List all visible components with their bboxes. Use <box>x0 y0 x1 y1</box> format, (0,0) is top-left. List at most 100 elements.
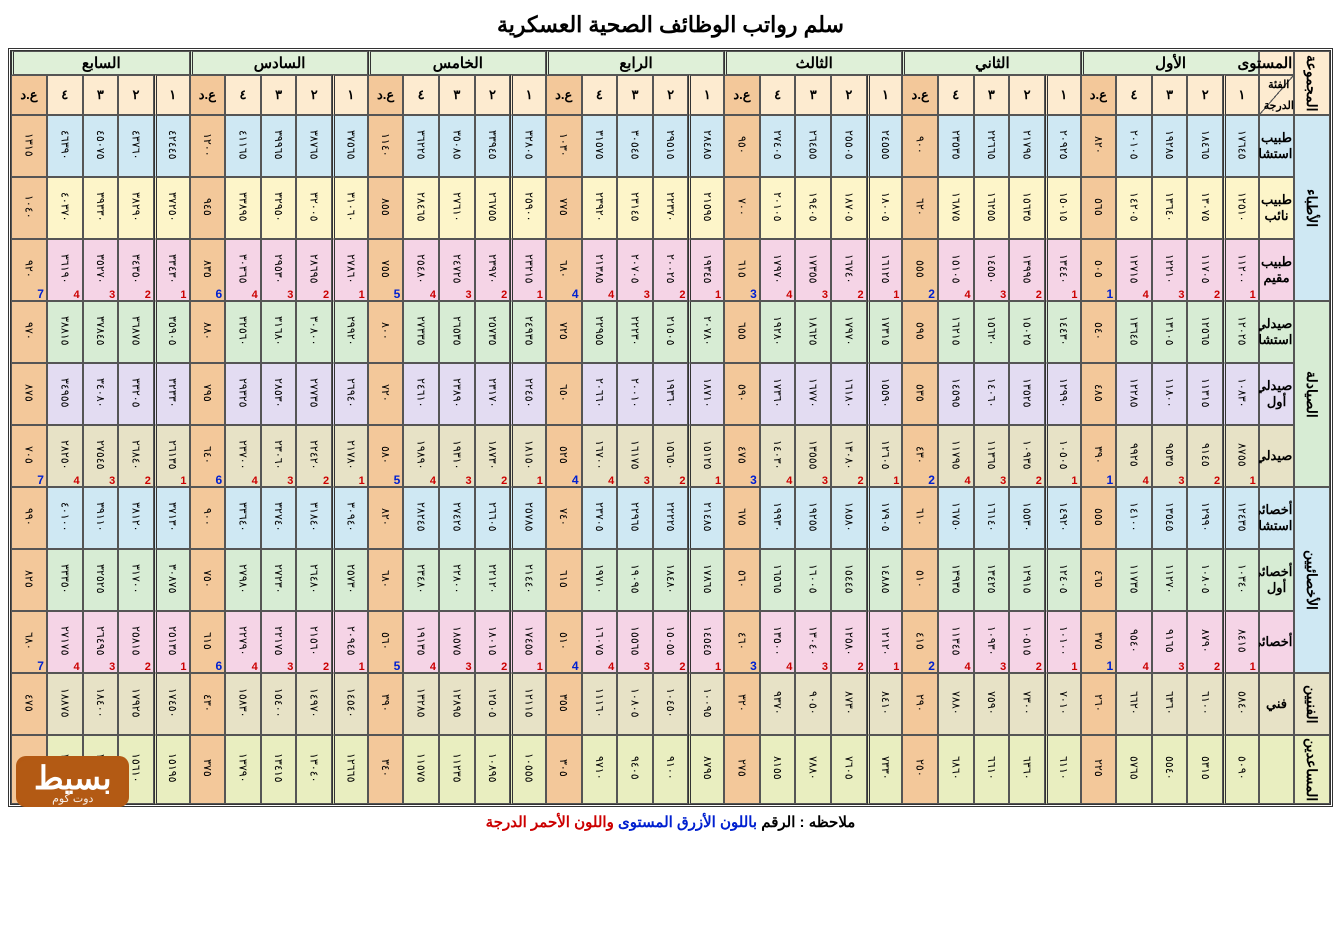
salary-cell: ١٩١٣٥4 <box>403 611 439 673</box>
salary-cell: ٢٧٤٠٥ <box>760 115 796 177</box>
header-level-col: المستوى <box>1259 51 1295 75</box>
salary-cell: ٩٠٠ <box>190 487 226 549</box>
salary-cell: ١٩٠٩٥ <box>617 549 653 611</box>
salary-cell: ٢٦٤٨٠ <box>296 549 332 611</box>
salary-cell: ١٧٩٢٥ <box>118 673 154 735</box>
salary-cell: ٣٢٧٤٠ <box>261 487 297 549</box>
salary-cell: ٣٠٣٦٥4 <box>225 239 261 301</box>
salary-cell: ٣٢٠٠٥ <box>296 177 332 239</box>
group-الصيادلة: الصيادلة <box>1294 301 1330 487</box>
salary-cell: ١٠٤٥٠ <box>653 673 689 735</box>
header-level-1: الأول <box>1081 51 1259 75</box>
salary-cell: ٧٥٩٠ <box>974 673 1010 735</box>
watermark-logo: بسيط دوت كوم <box>16 756 129 807</box>
salary-cell: ٢٣٨٩٠ <box>439 363 475 425</box>
salary-cell: ١٣٠٤٠ <box>296 735 332 804</box>
salary-cell: ٢٢٨٠٠ <box>439 549 475 611</box>
salary-cell: ١٣٦٤٠ <box>1152 177 1188 239</box>
header-degree: ٤ <box>760 75 796 115</box>
salary-cell: ٤٧٥3 <box>724 425 760 487</box>
salary-cell: ٥٦٥ <box>1081 177 1117 239</box>
salary-cell: ٢١٧٨٠1 <box>332 425 368 487</box>
salary-cell: ١٨٥٨٠ <box>831 487 867 549</box>
salary-cell: ١٠٨٣٠ <box>1223 363 1259 425</box>
salary-cell: ١٢٤٣٥ <box>1223 487 1259 549</box>
salary-cell: ١٣٩٣٥ <box>938 549 974 611</box>
salary-cell: ١٦٧٤٠2 <box>831 239 867 301</box>
salary-cell: ٢٧٩٨٠ <box>225 549 261 611</box>
salary-cell: ٢٢٤٢٠2 <box>296 425 332 487</box>
salary-cell: ١٨٧٣٠2 <box>475 425 511 487</box>
salary-cell: ٦٨٠7 <box>11 611 47 673</box>
salary-cell: ١٥١٩٥ <box>154 735 190 804</box>
header-degree: ٣ <box>617 75 653 115</box>
salary-cell: ٣٣٣٥٠ <box>47 549 83 611</box>
header-degree: ع.د <box>546 75 582 115</box>
salary-cell: ٥٩٠ <box>724 363 760 425</box>
salary-cell: ٢٧٨٦٠1 <box>332 239 368 301</box>
header-degree: ١ <box>867 75 903 115</box>
salary-cell: ٢٩٠ <box>902 673 938 735</box>
salary-cell: ٣٢٣٣٠ <box>154 363 190 425</box>
salary-cell: ٢٠٠١٠ <box>617 363 653 425</box>
salary-cell: ٢٨٢٤٥ <box>403 487 439 549</box>
salary-cell: ١٢٠٠ <box>190 115 226 177</box>
salary-cell: ٥١٠4 <box>546 611 582 673</box>
salary-cell: ١٤١٠٠ <box>1116 487 1152 549</box>
group-المساعدين: المساعدين <box>1294 735 1330 804</box>
salary-cell: ٧٠٥7 <box>11 425 47 487</box>
salary-cell: ١٠٨٠٥ <box>617 673 653 735</box>
salary-cell: ١٦٠٧٥4 <box>582 611 618 673</box>
salary-cell: ٣٤٣٥٠2 <box>118 239 154 301</box>
salary-cell: ٨٧٣٠ <box>831 673 867 735</box>
salary-cell: ٢٥١٣٥1 <box>154 611 190 673</box>
salary-cell: ٢٢١٢٠ <box>475 549 511 611</box>
salary-cell: ٧٨٨٠ <box>938 673 974 735</box>
salary-cell: ٥٦٠ <box>724 549 760 611</box>
salary-cell: ١٦٧٥٠ <box>938 487 974 549</box>
salary-cell: ٢٤٧٢٥3 <box>439 239 475 301</box>
salary-cell: ١٤٥٩٥ <box>938 363 974 425</box>
salary-cell: ٣٢٥٢٥ <box>83 549 119 611</box>
salary-cell: ١٠٣٠ <box>546 115 582 177</box>
salary-cell: ١٤٨٨٥ <box>867 549 903 611</box>
salary-cell: ١٥٠٢٥ <box>1009 301 1045 363</box>
table-row: طبيب نائب١٢٥١٠١٣٠٧٥١٣٦٤٠١٤٢٠٥٥٦٥١٥٠١٥١٥٦… <box>11 177 1330 239</box>
salary-cell: ٧٠٠ <box>724 177 760 239</box>
salary-cell: ١٨١٥٠1 <box>510 425 546 487</box>
salary-cell: ٥٢٥4 <box>546 425 582 487</box>
salary-cell: ١٢٩١٥ <box>1009 549 1045 611</box>
salary-cell: ٢٦٨٤٠2 <box>118 425 154 487</box>
salary-cell: ٤٠١٠٠ <box>47 487 83 549</box>
salary-cell: ٢٩٩٢٠ <box>332 301 368 363</box>
salary-cell: ٩٢٠7 <box>11 239 47 301</box>
salary-cell: ٣٢٩٥٠ <box>261 177 297 239</box>
salary-cell: ١٢٩٩٠ <box>1187 487 1223 549</box>
salary-cell: ٨٢٥ <box>11 549 47 611</box>
salary-cell: ١٥٦٢٠ <box>974 301 1010 363</box>
header-degree: ٤ <box>403 75 439 115</box>
header-degree: ٤ <box>1116 75 1152 115</box>
salary-cell: ٥٥٥ <box>1081 487 1117 549</box>
salary-cell: ٢٠١٠٥ <box>1116 115 1152 177</box>
salary-cell: ١٤٠٣٠4 <box>760 425 796 487</box>
salary-cell: ٥٣٥ <box>902 363 938 425</box>
salary-cell: ٢٧٢٣٠ <box>261 549 297 611</box>
salary-cell: ١٩٧١٠ <box>582 549 618 611</box>
salary-cell: ١١٣٤٥4 <box>938 611 974 673</box>
salary-cell: ٣٩١١٠ <box>83 487 119 549</box>
salary-cell: ٢٠١٠٥ <box>760 177 796 239</box>
header-degree: ٤ <box>582 75 618 115</box>
salary-cell: ٢٦٧٥٥ <box>475 177 511 239</box>
header-degree: ع.د <box>368 75 404 115</box>
salary-cell: ٢٣٧٠٥ <box>582 487 618 549</box>
header-degree: ع.د <box>11 75 47 115</box>
salary-cell: ٦٣٦٠ <box>1152 673 1188 735</box>
header-diag: الفئةالدرجة <box>1259 75 1295 115</box>
salary-cell: ٩٣٧٠ <box>760 673 796 735</box>
salary-cell: ٤٦٥ <box>1081 549 1117 611</box>
salary-cell: ٢٩٣٢٥ <box>225 363 261 425</box>
salary-cell: ٢٨٤٦٥ <box>403 177 439 239</box>
salary-cell: ١٣٥٥٥3 <box>795 425 831 487</box>
salary-cell: ١٣١٥ <box>11 115 47 177</box>
